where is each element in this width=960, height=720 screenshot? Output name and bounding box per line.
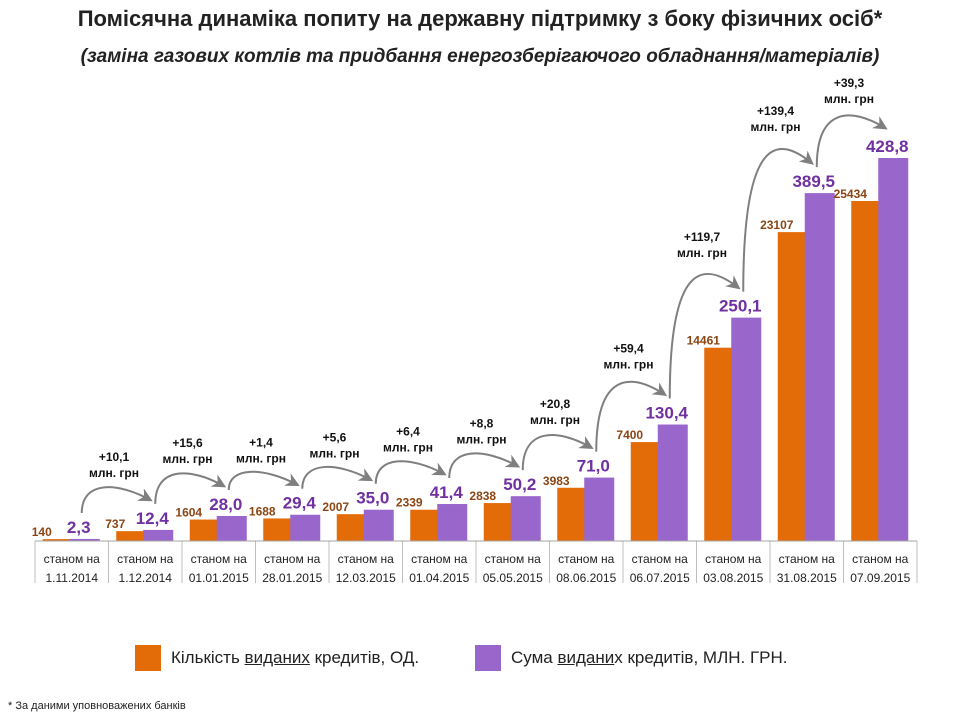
bar-sum [216, 515, 247, 541]
increment-arrow [154, 472, 227, 504]
bar-sum [363, 509, 394, 541]
bar-sum [290, 514, 321, 541]
increment-label: +1,4 млн. грн [236, 436, 286, 466]
legend-item-sum: Сума виданих кредитів, МЛН. ГРН. [475, 645, 788, 671]
category-label: станом на 28.01.2015 [262, 552, 322, 585]
increment-label: +20,8 млн. грн [530, 397, 580, 427]
legend-item-count: Кількість виданих кредитів, ОД. [135, 645, 419, 671]
data-label-count: 14461 [687, 334, 721, 348]
data-label-sum: 41,4 [430, 483, 464, 502]
chart-subtitle: (заміна газових котлів та придбання енер… [80, 46, 880, 67]
increment-arrow [448, 452, 521, 479]
bar-count [630, 442, 661, 541]
data-label-count: 23107 [760, 218, 794, 232]
data-label-sum: 2,3 [67, 518, 91, 537]
category-label: станом на 01.04.2015 [409, 552, 469, 585]
category-label: станом на 1.11.2014 [44, 552, 101, 585]
bar-sum [584, 477, 615, 541]
bar-sum [510, 496, 541, 541]
increment-label: +139,4 млн. грн [751, 104, 801, 134]
increment-label: +8,8 млн. грн [457, 417, 507, 447]
category-label: станом на 05.05.2015 [483, 552, 543, 585]
increment-label: +59,4 млн. грн [604, 341, 654, 371]
bar-sum [731, 317, 762, 541]
data-label-sum: 29,4 [283, 494, 317, 513]
chart-title: Помісячна динаміка попиту на державну пі… [77, 6, 883, 31]
data-label-count: 140 [32, 525, 52, 539]
bar-count [336, 514, 367, 541]
data-label-count: 25434 [834, 187, 868, 201]
category-label: станом на 03.08.2015 [703, 552, 763, 585]
legend-label-count: Кількість виданих кредитів, ОД. [171, 648, 420, 667]
bar-sum [69, 538, 100, 541]
legend: Кількість виданих кредитів, ОД. Сума вид… [0, 645, 960, 675]
bar-sum [437, 504, 468, 541]
bar-sum [657, 424, 688, 541]
category-label: станом на 07.09.2015 [850, 552, 910, 585]
increment-label: +15,6 млн. грн [163, 436, 213, 466]
increment-arrow [668, 273, 741, 399]
bar-count [116, 531, 147, 541]
data-label-sum: 130,4 [645, 404, 688, 423]
data-label-count: 2838 [469, 489, 496, 503]
category-label: станом на 31.08.2015 [777, 552, 837, 585]
bar-count [557, 487, 588, 541]
increment-arrow [301, 465, 374, 489]
data-label-sum: 428,8 [866, 137, 909, 156]
increment-label: +119,7 млн. грн [677, 230, 727, 260]
data-label-sum: 389,5 [792, 172, 835, 191]
data-label-sum: 12,4 [136, 509, 170, 528]
data-label-count: 2007 [322, 500, 349, 514]
category-label: станом на 01.01.2015 [189, 552, 249, 585]
increment-arrow [80, 486, 153, 513]
data-label-count: 1688 [249, 504, 276, 518]
data-label-count: 1604 [175, 506, 202, 520]
increment-arrow [595, 380, 668, 452]
data-label-count: 3983 [543, 474, 570, 488]
bar-sum [143, 529, 174, 541]
data-label-sum: 250,1 [719, 297, 762, 316]
increment-label: +6,4 млн. грн [383, 425, 433, 455]
bar-count [42, 539, 73, 541]
legend-label-sum: Сума виданих кредитів, МЛН. ГРН. [511, 648, 788, 667]
increment-arrow [374, 460, 447, 484]
increment-arrow [815, 114, 888, 168]
bar-count [777, 232, 808, 541]
data-label-count: 2339 [396, 496, 423, 510]
data-label-sum: 50,2 [503, 475, 536, 494]
increment-arrow [227, 470, 300, 491]
category-label: станом на 1.12.2014 [117, 552, 174, 585]
category-label: станом на 08.06.2015 [556, 552, 616, 585]
bar-count [851, 201, 882, 541]
data-label-count: 737 [105, 517, 125, 531]
bar-sum [878, 158, 909, 541]
category-label: станом на 06.07.2015 [630, 552, 690, 585]
legend-swatch-sum [475, 645, 501, 671]
data-label-sum: 35,0 [356, 489, 389, 508]
data-label-count: 7400 [616, 428, 643, 442]
data-label-sum: 28,0 [209, 495, 242, 514]
data-label-sum: 71,0 [577, 457, 610, 476]
increment-label: +5,6 млн. грн [310, 430, 360, 460]
increment-arrow [742, 148, 814, 292]
bar-count [189, 519, 220, 541]
bar-count [704, 347, 735, 541]
increment-label: +39,3 млн. грн [824, 76, 874, 106]
bar-sum [804, 193, 835, 542]
bar-chart: станом на 1.11.2014 станом на 1.12.2014 стан… [32, 76, 918, 585]
bar-count [483, 503, 514, 541]
category-label: станом на 12.03.2015 [336, 552, 396, 585]
bar-count [263, 518, 294, 541]
bar-count [410, 509, 441, 541]
footnote: * За даними уповноважених банків [8, 700, 186, 712]
increment-label: +10,1 млн. грн [89, 450, 139, 480]
increment-arrow [521, 434, 594, 471]
legend-swatch-count [135, 645, 161, 671]
